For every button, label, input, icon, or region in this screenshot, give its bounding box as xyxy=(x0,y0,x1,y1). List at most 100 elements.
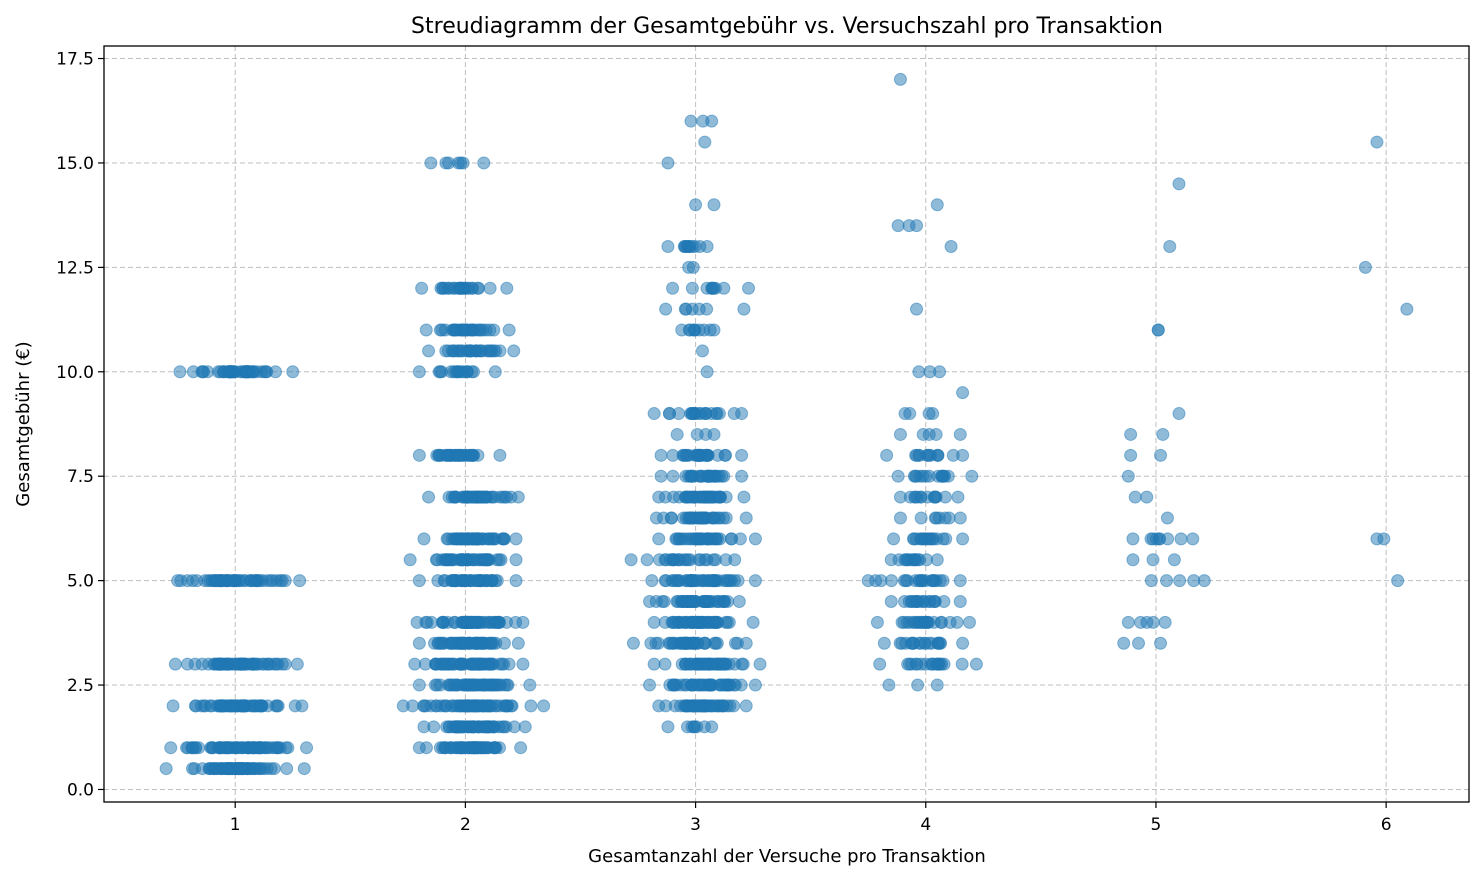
data-point xyxy=(434,636,448,650)
data-point xyxy=(507,344,521,358)
data-point xyxy=(874,574,888,588)
data-point xyxy=(439,156,453,170)
data-point xyxy=(882,678,896,692)
data-point xyxy=(417,699,431,713)
data-point xyxy=(717,281,731,295)
data-point xyxy=(705,114,719,128)
y-tick-label: 5.0 xyxy=(67,572,94,592)
data-point xyxy=(446,636,460,650)
data-point xyxy=(463,657,477,671)
data-point xyxy=(737,490,751,504)
data-point xyxy=(505,699,519,713)
data-point xyxy=(691,636,705,650)
data-point xyxy=(483,323,497,337)
data-point xyxy=(670,427,684,441)
data-point xyxy=(166,699,180,713)
data-point xyxy=(412,636,426,650)
data-point xyxy=(911,678,925,692)
data-point xyxy=(666,281,680,295)
data-point xyxy=(412,574,426,588)
data-point xyxy=(931,636,945,650)
data-point xyxy=(895,615,909,629)
data-point xyxy=(666,448,680,462)
data-point xyxy=(211,657,225,671)
data-point xyxy=(164,741,178,755)
data-point xyxy=(418,657,432,671)
data-point xyxy=(417,532,431,546)
data-point xyxy=(202,762,216,776)
data-point xyxy=(254,699,268,713)
data-point xyxy=(466,323,480,337)
data-point xyxy=(736,657,750,671)
data-point xyxy=(412,365,426,379)
data-point xyxy=(442,490,456,504)
data-point xyxy=(936,532,950,546)
data-point xyxy=(690,427,704,441)
data-point xyxy=(684,114,698,128)
data-point xyxy=(479,720,493,734)
data-point xyxy=(938,511,952,525)
data-point xyxy=(700,365,714,379)
data-point xyxy=(673,699,687,713)
data-point xyxy=(1146,553,1160,567)
data-point xyxy=(440,657,454,671)
data-point xyxy=(1377,532,1391,546)
data-point xyxy=(189,741,203,755)
data-point xyxy=(159,762,173,776)
data-point xyxy=(893,427,907,441)
data-point xyxy=(951,490,965,504)
data-point xyxy=(1144,574,1158,588)
data-point xyxy=(1160,574,1174,588)
data-point xyxy=(930,553,944,567)
data-point xyxy=(656,511,670,525)
data-point xyxy=(523,678,537,692)
data-point xyxy=(275,657,289,671)
data-point xyxy=(677,511,690,525)
data-point xyxy=(466,490,480,504)
data-point xyxy=(652,532,666,546)
data-point xyxy=(454,615,468,629)
data-point xyxy=(290,657,304,671)
data-point xyxy=(688,699,702,713)
data-point xyxy=(938,469,952,483)
data-point xyxy=(502,323,516,337)
data-point xyxy=(711,595,725,609)
data-point xyxy=(495,720,509,734)
y-tick-label: 2.5 xyxy=(67,676,94,696)
y-tick-label: 12.5 xyxy=(56,258,94,278)
data-point xyxy=(293,574,307,588)
data-point xyxy=(663,407,677,421)
data-point xyxy=(643,678,657,692)
data-point xyxy=(1126,553,1140,567)
data-point xyxy=(700,469,714,483)
data-point xyxy=(1121,469,1135,483)
data-point xyxy=(713,490,727,504)
data-point xyxy=(511,636,525,650)
data-point xyxy=(908,553,922,567)
data-point xyxy=(683,407,697,421)
data-point xyxy=(1117,636,1131,650)
data-point xyxy=(678,302,692,316)
data-point xyxy=(739,636,753,650)
data-point xyxy=(435,365,449,379)
data-point xyxy=(1126,532,1140,546)
data-point xyxy=(442,281,456,295)
data-point xyxy=(429,699,443,713)
data-point xyxy=(679,657,693,671)
data-point xyxy=(297,762,311,776)
data-point xyxy=(682,323,696,337)
data-point xyxy=(732,595,746,609)
data-point xyxy=(435,323,449,337)
grid-lines xyxy=(104,46,1469,802)
data-point xyxy=(929,427,943,441)
data-point xyxy=(926,574,940,588)
data-point xyxy=(692,574,706,588)
y-tick-label: 10.0 xyxy=(56,363,94,383)
data-point xyxy=(232,741,246,755)
data-point xyxy=(710,636,724,650)
data-point xyxy=(720,699,734,713)
data-point xyxy=(753,657,767,671)
data-point xyxy=(1128,490,1142,504)
data-point xyxy=(1160,511,1174,525)
